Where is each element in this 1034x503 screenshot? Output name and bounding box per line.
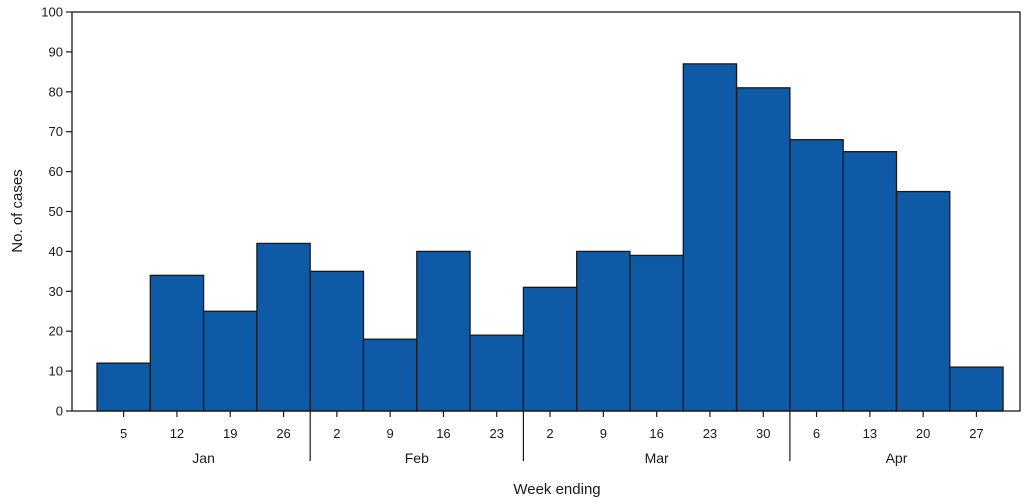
x-tick-label-1: 12: [170, 426, 184, 441]
month-labels: Jan Feb Mar Apr: [192, 411, 908, 466]
y-tick-label-5: 50: [49, 204, 63, 219]
bars-group: [96, 63, 1004, 412]
x-tick-label-15: 20: [916, 426, 930, 441]
bar-9: [576, 250, 631, 412]
month-label-feb: Feb: [405, 450, 429, 466]
x-tick-label-11: 23: [703, 426, 717, 441]
month-label-jan: Jan: [192, 450, 215, 466]
bar-8: [522, 286, 578, 412]
x-tick-label-12: 30: [756, 426, 770, 441]
bar-10: [629, 254, 684, 412]
bar-13: [789, 139, 844, 412]
y-tick-label-7: 70: [49, 124, 63, 139]
y-axis: 0 10 20 30 40 50 60 70 80 90 100: [41, 5, 72, 419]
x-tick-label-10: 16: [649, 426, 663, 441]
bar-3: [256, 242, 311, 412]
y-tick-label-9: 90: [49, 44, 63, 59]
y-tick-label-2: 20: [49, 324, 63, 339]
y-tick-label-10: 100: [41, 5, 63, 20]
bar-14: [842, 150, 898, 412]
x-tick-label-16: 27: [969, 426, 983, 441]
x-tick-label-9: 9: [600, 426, 607, 441]
bar-12: [735, 87, 791, 412]
x-tick-label-4: 2: [333, 426, 340, 441]
y-tick-label-4: 40: [49, 244, 63, 259]
y-tick-label-3: 30: [49, 284, 63, 299]
x-tick-label-6: 16: [436, 426, 450, 441]
bar-5: [362, 338, 418, 412]
y-tick-label-8: 80: [49, 84, 63, 99]
x-tick-label-14: 13: [863, 426, 877, 441]
bar-7: [469, 334, 525, 412]
bar-1: [149, 274, 205, 412]
y-tick-label-1: 10: [49, 364, 63, 379]
x-tick-label-13: 6: [813, 426, 820, 441]
bar-4: [309, 270, 365, 412]
x-tick-label-3: 26: [276, 426, 290, 441]
bar-0: [96, 362, 151, 412]
bar-2: [202, 310, 258, 412]
y-tick-label-0: 0: [56, 404, 63, 419]
y-tick-label-6: 60: [49, 164, 63, 179]
y-axis-label: No. of cases: [9, 169, 26, 252]
month-label-mar: Mar: [645, 450, 669, 466]
bar-11: [682, 63, 738, 412]
x-axis-label: Week ending: [513, 481, 600, 498]
bar-6: [416, 250, 471, 412]
x-tick-label-8: 2: [546, 426, 553, 441]
bar-16: [949, 366, 1004, 412]
bar-15: [895, 190, 951, 412]
x-tick-label-2: 19: [223, 426, 237, 441]
month-label-apr: Apr: [886, 450, 908, 466]
x-axis: 5 12 19 26 2 9 16 23 2 9 16 23 30 6 13 20 27: [120, 411, 984, 441]
x-tick-label-5: 9: [387, 426, 394, 441]
plot-frame: [71, 11, 1021, 412]
x-tick-label-7: 23: [490, 426, 504, 441]
x-tick-label-0: 5: [120, 426, 127, 441]
